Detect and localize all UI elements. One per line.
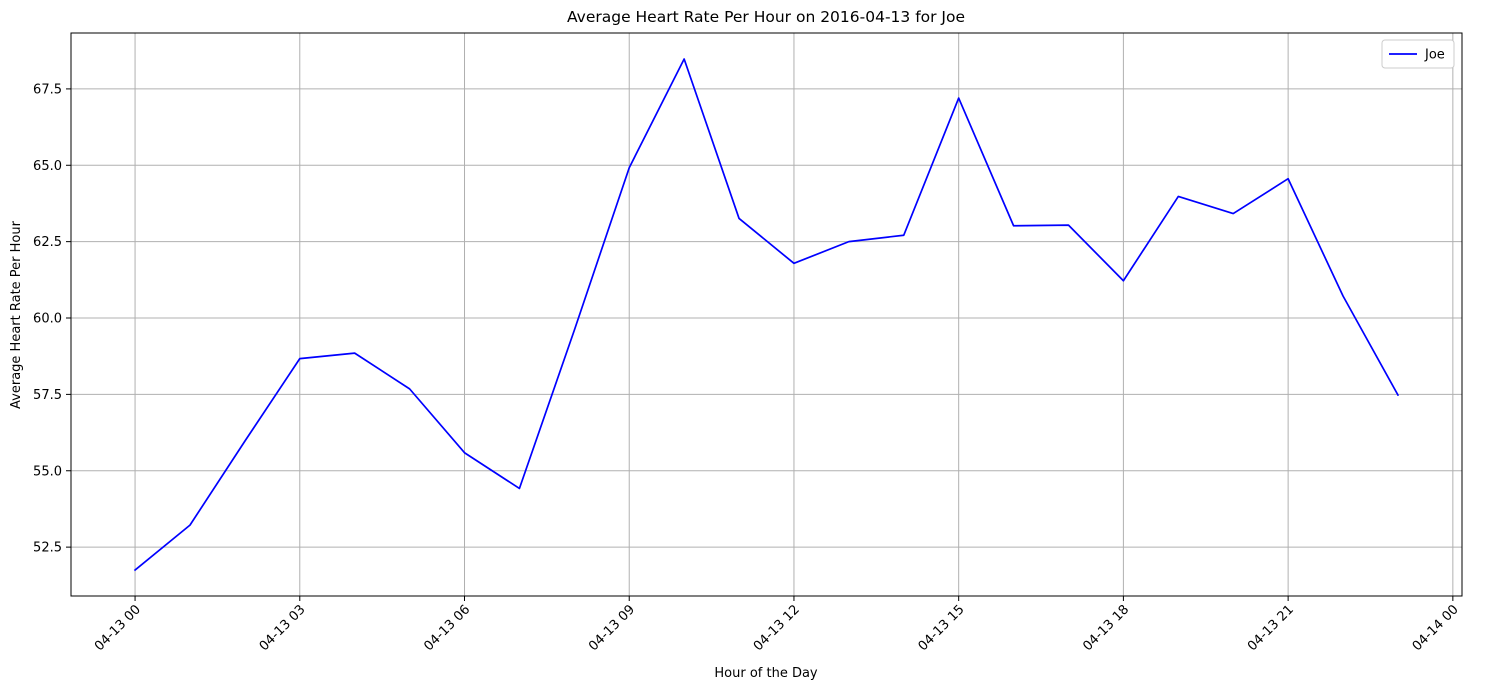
x-tick-label: 04-14 00 (1410, 602, 1462, 654)
x-tick-label: 04-13 09 (586, 602, 638, 654)
y-tick-label: 57.5 (33, 388, 62, 403)
y-tick-label: 55.0 (33, 464, 62, 479)
x-tick-label: 04-13 21 (1245, 602, 1297, 654)
y-axis-title: Average Heart Rate Per Hour (9, 220, 24, 409)
y-axis-ticks: 52.5 55.0 57.5 60.0 62.5 65.0 67.5 (33, 82, 71, 556)
y-tick-label: 60.0 (33, 312, 62, 327)
plot-frame (70, 32, 1463, 597)
plot-background (71, 33, 1462, 596)
x-tick-label: 04-13 15 (916, 602, 968, 654)
legend-box (1381, 39, 1455, 69)
x-tick-label: 04-13 06 (421, 602, 473, 654)
y-tick-label: 52.5 (33, 541, 62, 556)
x-tick-label: 04-13 18 (1080, 602, 1132, 654)
x-tick-label: 04-13 00 (92, 602, 144, 654)
y-tick-label: 67.5 (33, 82, 62, 97)
x-axis-ticks: 04-13 00 04-13 03 04-13 06 04-13 09 04-13 12… (92, 596, 1462, 654)
y-tick-label: 62.5 (33, 235, 62, 250)
x-axis-title: Hour of the Day (714, 666, 818, 681)
chart-title: Average Heart Rate Per Hour on 2016-04-1… (567, 8, 965, 26)
series-line-joe (133, 58, 1400, 572)
x-tick-label: 04-13 12 (751, 602, 803, 654)
legend: Joe (1381, 39, 1455, 69)
series-lines (133, 58, 1400, 572)
y-tick-label: 65.0 (33, 159, 62, 174)
legend-label-joe: Joe (1424, 48, 1445, 63)
x-tick-label: 04-13 03 (257, 602, 309, 654)
